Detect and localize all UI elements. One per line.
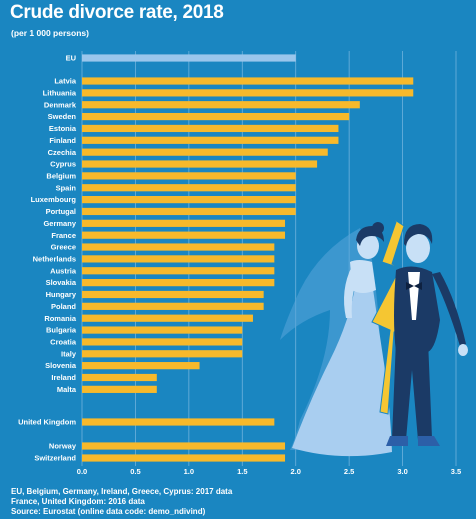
- category-label: Poland: [51, 302, 76, 311]
- category-label: Sweden: [48, 112, 77, 121]
- category-label: Switzerland: [34, 454, 76, 463]
- category-label: Denmark: [44, 100, 77, 109]
- category-label: France: [51, 231, 76, 240]
- category-label: Czechia: [48, 148, 77, 157]
- category-label: Malta: [57, 385, 77, 394]
- category-label: Belgium: [46, 171, 76, 180]
- bar: [82, 172, 296, 180]
- x-tick-label: 0.0: [77, 467, 87, 476]
- bar: [82, 314, 253, 322]
- category-label: Spain: [56, 183, 77, 192]
- divorcing-couple-illustration: [280, 213, 468, 457]
- x-tick-label: 0.5: [130, 467, 140, 476]
- category-label: Luxembourg: [31, 195, 77, 204]
- bar: [82, 373, 157, 382]
- category-label: Italy: [61, 349, 77, 358]
- bar-chart: EU Latvia Lithuania Denmark Sweden Estonia Fin…: [18, 51, 468, 476]
- bar: [82, 207, 296, 216]
- category-label: Hungary: [46, 290, 77, 299]
- source-note: Source: Eurostat (online data code: demo…: [11, 507, 206, 516]
- bar: [82, 124, 339, 133]
- bar: [82, 338, 243, 346]
- category-labels: EU Latvia Lithuania Denmark Sweden Estonia Fin…: [18, 54, 77, 463]
- bar: [82, 279, 275, 287]
- category-label: Slovenia: [45, 361, 77, 370]
- x-tick-label: 1.0: [184, 467, 194, 476]
- category-label: Cyprus: [50, 160, 76, 169]
- bar: [82, 160, 318, 168]
- bar: [82, 219, 286, 227]
- category-label: Netherlands: [33, 255, 76, 264]
- bar: [82, 385, 157, 393]
- bar: [82, 350, 243, 358]
- x-axis-ticks: 0.0 0.5 1.0 1.5 2.0 2.5 3.0 3.5: [77, 467, 461, 476]
- bar: [82, 184, 296, 192]
- bar: [82, 290, 264, 299]
- bar: [82, 231, 286, 239]
- category-label: Finland: [49, 136, 76, 145]
- category-label: Norway: [49, 442, 77, 451]
- category-label: Germany: [43, 219, 76, 228]
- bar: [82, 243, 275, 251]
- footnote-1: EU, Belgium, Germany, Ireland, Greece, C…: [11, 487, 233, 496]
- category-label: Estonia: [49, 124, 77, 133]
- x-tick-label: 2.0: [290, 467, 300, 476]
- category-label: Lithuania: [43, 88, 77, 97]
- category-label: United Kingdom: [18, 418, 76, 427]
- bar: [82, 255, 275, 263]
- x-tick-label: 2.5: [344, 467, 354, 476]
- category-label: Slovakia: [46, 278, 77, 287]
- bar: [82, 418, 275, 426]
- footnote-2: France, United Kingdom: 2016 data: [11, 497, 145, 506]
- bar: [82, 112, 350, 121]
- category-label: Bulgaria: [46, 326, 77, 335]
- chart-title: Crude divorce rate, 2018: [10, 2, 224, 23]
- category-label: Portugal: [46, 207, 76, 216]
- bar: [82, 326, 243, 334]
- category-label: Austria: [50, 266, 77, 275]
- bars: [82, 54, 414, 462]
- category-label: Croatia: [50, 338, 77, 347]
- x-tick-label: 3.5: [451, 467, 461, 476]
- bar: [82, 77, 414, 85]
- x-tick-label: 3.0: [397, 467, 407, 476]
- chart-subtitle: (per 1 000 persons): [11, 28, 89, 38]
- bar: [82, 267, 275, 275]
- bar: [82, 442, 286, 450]
- bar: [82, 454, 286, 462]
- bar: [82, 54, 296, 62]
- bar: [82, 89, 414, 97]
- category-label: Latvia: [54, 77, 77, 86]
- category-label: Romania: [44, 314, 77, 323]
- category-label: Ireland: [51, 373, 76, 382]
- bar: [82, 302, 264, 310]
- bar: [82, 148, 328, 156]
- bar: [82, 136, 339, 144]
- category-label: Greece: [51, 243, 76, 252]
- category-label: EU: [66, 54, 76, 63]
- x-tick-label: 1.5: [237, 467, 247, 476]
- bar: [82, 196, 296, 204]
- bar: [82, 362, 200, 370]
- bar: [82, 101, 360, 109]
